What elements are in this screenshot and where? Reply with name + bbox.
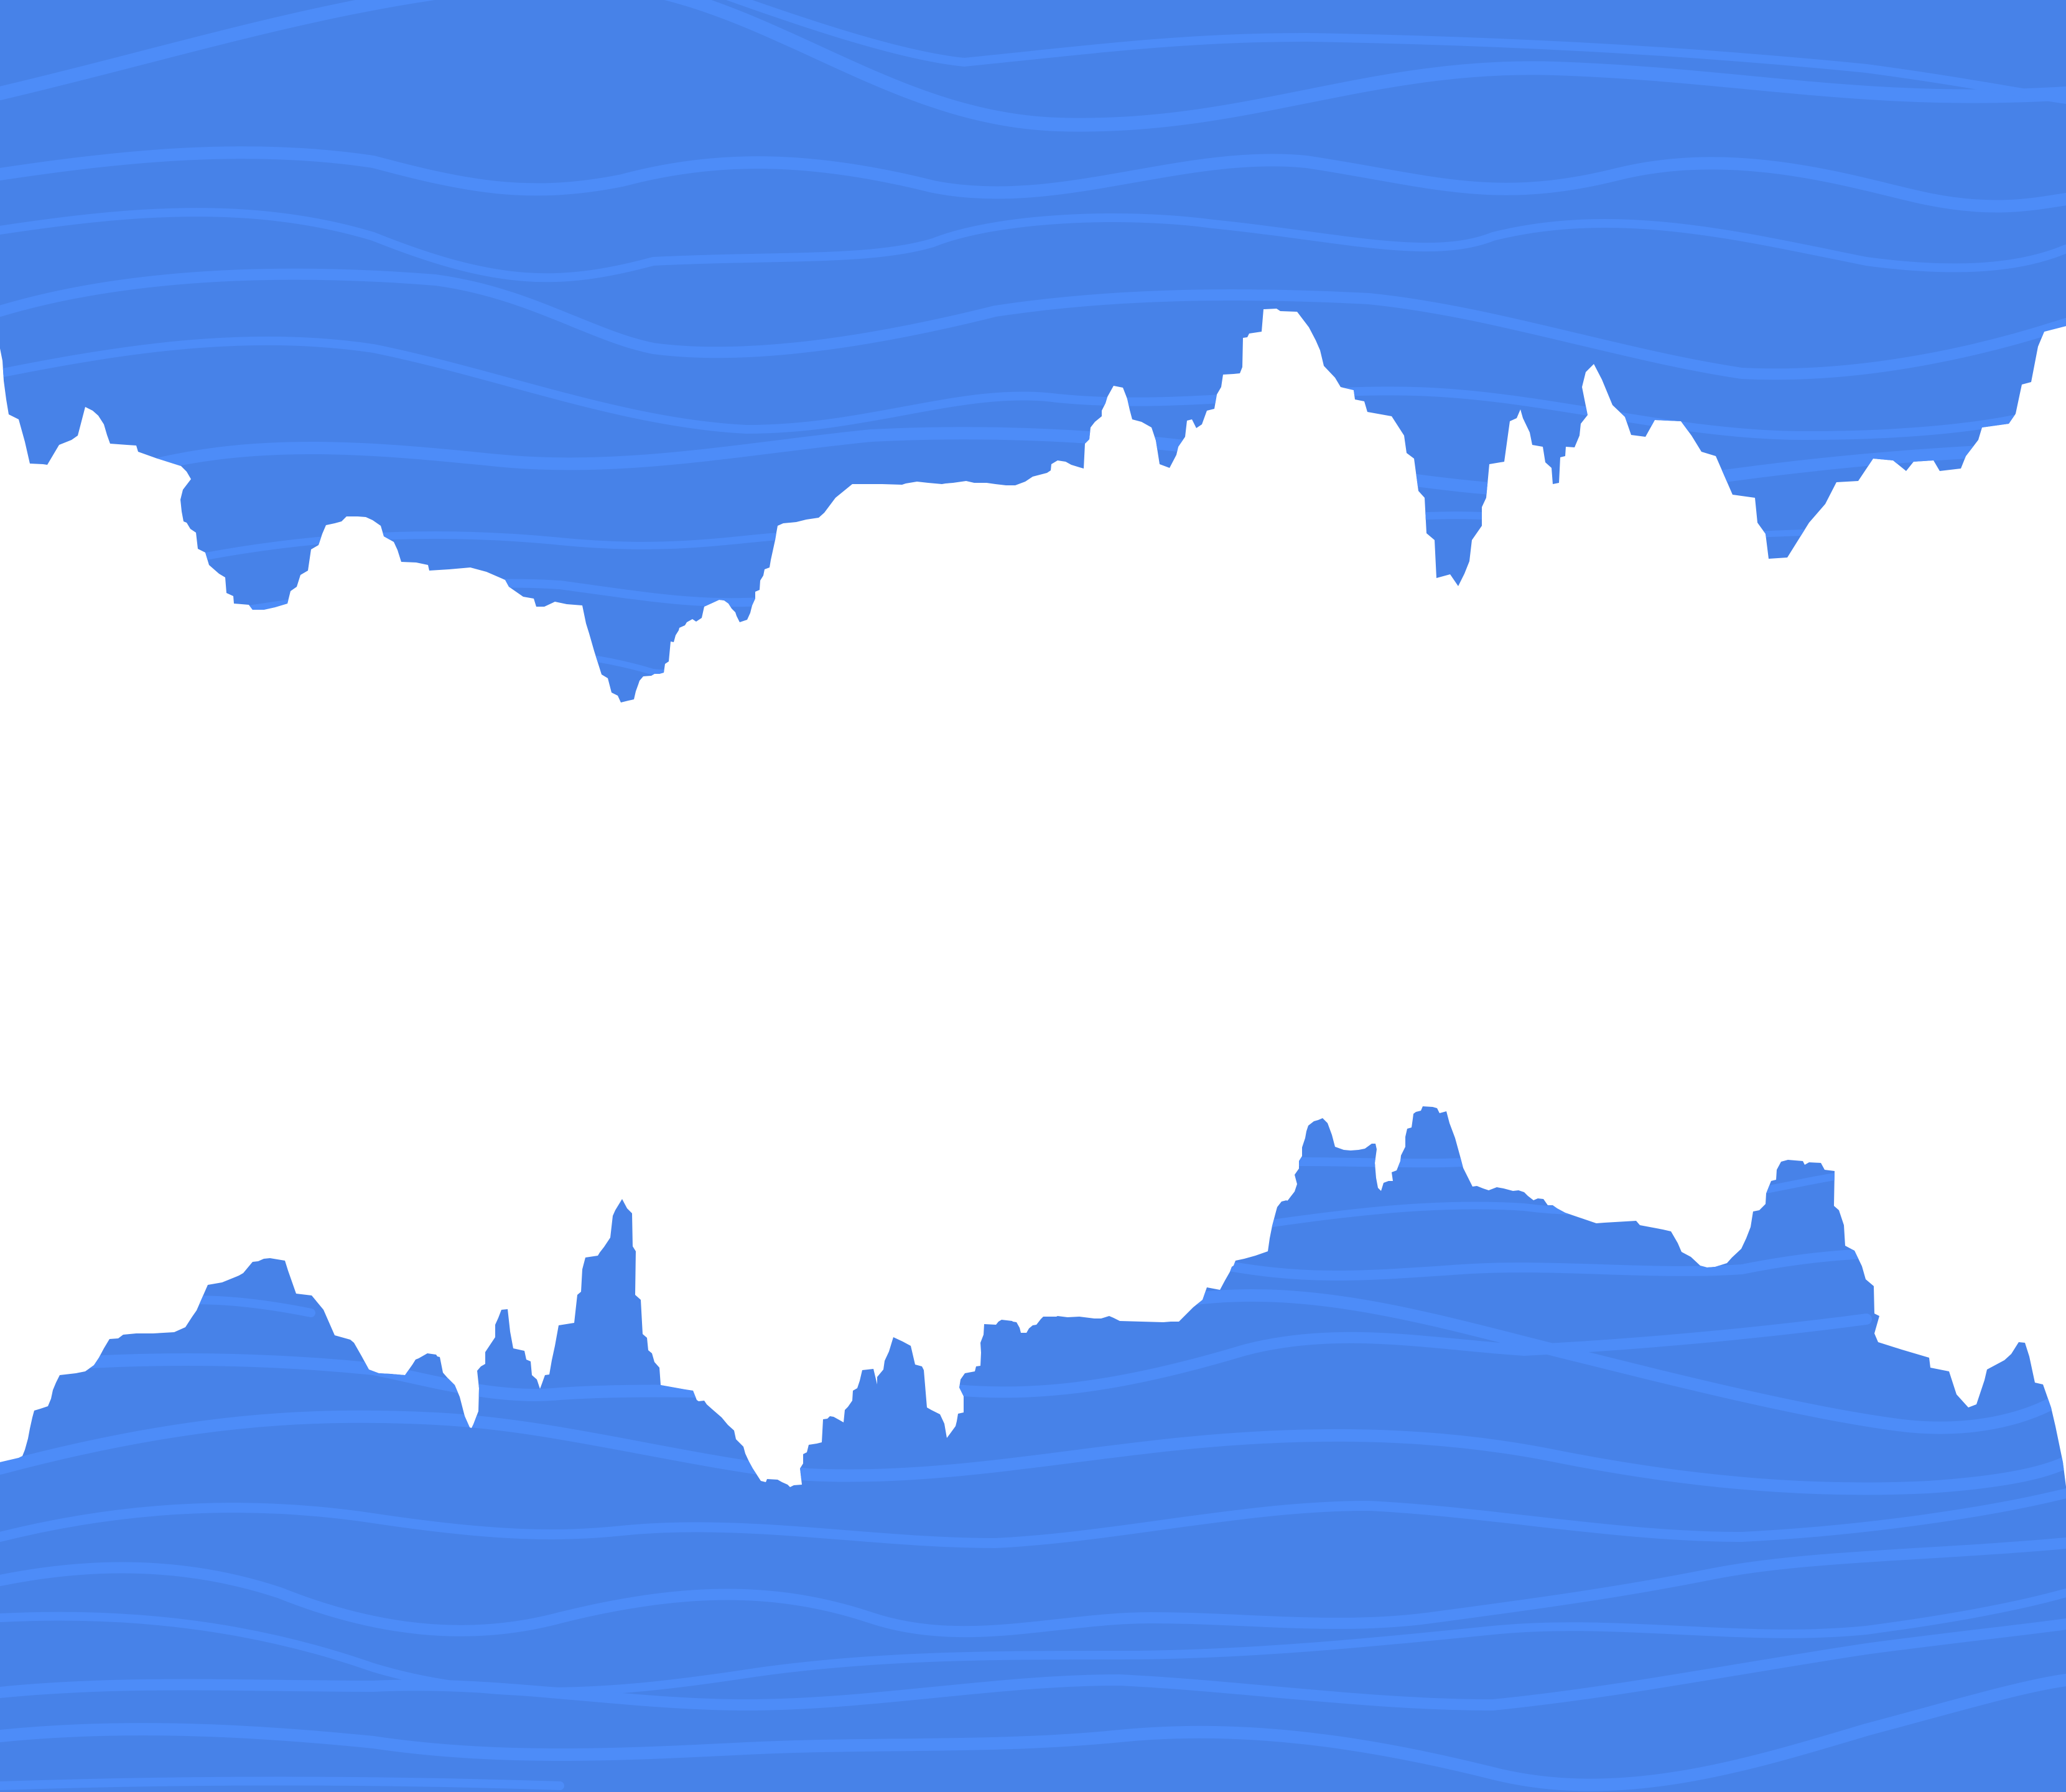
wave-line — [0, 1410, 2066, 1495]
wave-line — [1176, 1289, 2066, 1434]
wave-line — [0, 1488, 2066, 1549]
wave-line — [0, 1776, 564, 1790]
wave-line — [0, 146, 2066, 213]
wave-line — [0, 208, 2066, 282]
wave-line — [0, 1674, 2066, 1791]
wave-line — [0, 1538, 2066, 1638]
wave-line — [0, 1618, 2066, 1711]
wave-line — [0, 336, 2066, 441]
wave-line — [717, 0, 2066, 104]
wave-line — [0, 268, 2066, 380]
wave-line — [0, 0, 2066, 132]
wave-line — [0, 1589, 2066, 1696]
wave-line — [928, 1314, 1872, 1398]
